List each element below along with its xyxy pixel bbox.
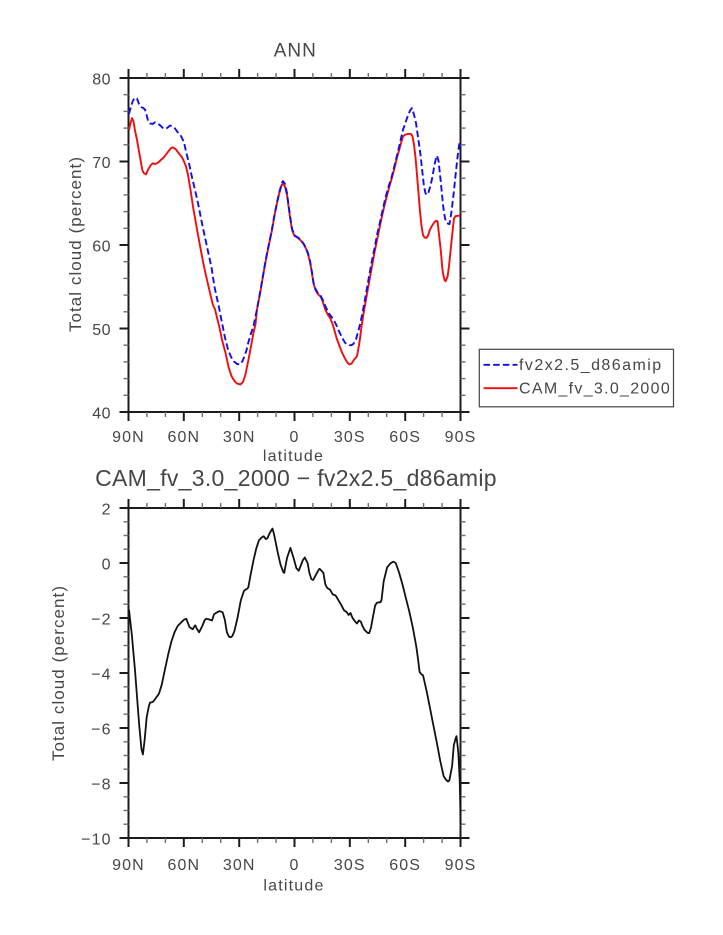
svg-text:fv2x2.5_d86amip: fv2x2.5_d86amip (519, 357, 663, 374)
svg-text:−8: −8 (91, 776, 111, 793)
svg-text:60S: 60S (389, 857, 421, 874)
svg-text:30S: 30S (334, 857, 366, 874)
svg-text:50: 50 (92, 322, 111, 339)
svg-text:Total cloud (percent): Total cloud (percent) (66, 156, 85, 332)
svg-text:30N: 30N (223, 857, 256, 874)
svg-text:CAM_fv_3.0_2000: CAM_fv_3.0_2000 (519, 381, 671, 398)
svg-text:90S: 90S (445, 857, 477, 874)
svg-text:90S: 90S (445, 429, 477, 446)
svg-text:ANN: ANN (274, 41, 317, 62)
svg-text:90N: 90N (112, 429, 145, 446)
svg-text:latitude: latitude (263, 878, 324, 895)
svg-text:−4: −4 (91, 666, 111, 683)
svg-text:0: 0 (290, 429, 300, 446)
svg-text:60N: 60N (167, 429, 200, 446)
svg-text:latitude: latitude (263, 448, 324, 465)
svg-text:30N: 30N (223, 429, 256, 446)
svg-text:60S: 60S (389, 429, 421, 446)
svg-text:70: 70 (92, 155, 111, 172)
svg-text:40: 40 (92, 405, 111, 422)
svg-text:−2: −2 (91, 611, 111, 628)
svg-text:60: 60 (92, 238, 111, 255)
svg-text:60N: 60N (167, 857, 200, 874)
svg-text:90N: 90N (112, 857, 145, 874)
svg-text:CAM_fv_3.0_2000 − fv2x2.5_d86a: CAM_fv_3.0_2000 − fv2x2.5_d86amip (95, 465, 497, 491)
svg-text:30S: 30S (334, 429, 366, 446)
svg-text:80: 80 (92, 71, 111, 88)
svg-text:0: 0 (290, 857, 300, 874)
svg-text:−10: −10 (81, 831, 111, 848)
svg-text:−6: −6 (91, 721, 111, 738)
svg-text:2: 2 (102, 501, 112, 518)
svg-text:Total cloud (percent): Total cloud (percent) (49, 585, 68, 761)
svg-text:0: 0 (102, 556, 112, 573)
